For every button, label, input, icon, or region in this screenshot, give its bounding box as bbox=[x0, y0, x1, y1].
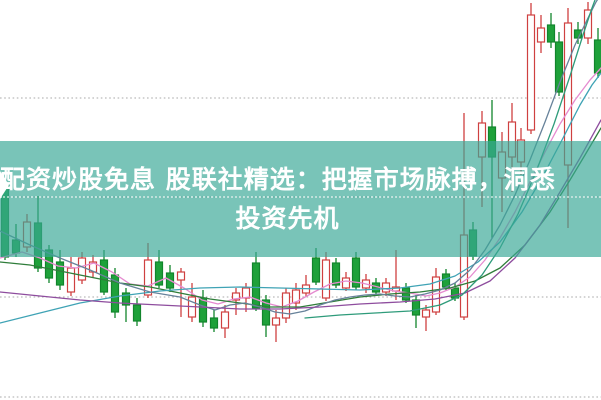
gridline-overlay bbox=[0, 196, 601, 198]
candle-down bbox=[311, 257, 321, 283]
candle-up bbox=[421, 309, 431, 318]
candle-up bbox=[241, 287, 251, 299]
candle-up bbox=[231, 292, 241, 301]
candle-down bbox=[209, 317, 219, 329]
candle-down bbox=[154, 261, 164, 286]
candle-down bbox=[441, 273, 451, 288]
candle-down bbox=[411, 299, 421, 316]
candle-down bbox=[110, 274, 120, 313]
candle-down bbox=[261, 299, 271, 326]
candle-up bbox=[220, 311, 230, 329]
banner-text-line2: 投资先机 bbox=[235, 204, 340, 233]
candle-down bbox=[251, 262, 261, 309]
candle-down bbox=[351, 257, 361, 288]
banner-text-line1: 配资炒股免息 股联社精选：把握市场脉搏，洞悉 bbox=[0, 165, 556, 194]
candle-down bbox=[121, 292, 131, 306]
candle-down bbox=[198, 297, 208, 323]
candle-up bbox=[77, 257, 87, 281]
candle-up bbox=[526, 14, 536, 131]
candle-up bbox=[381, 282, 391, 293]
candle-up bbox=[143, 259, 153, 296]
candle-up bbox=[271, 317, 281, 326]
candle-down bbox=[554, 41, 564, 93]
candle-down bbox=[546, 24, 556, 43]
promo-banner[interactable]: 配资炒股免息 股联社精选：把握市场脉搏，洞悉 投资先机 bbox=[0, 141, 601, 257]
candle-up bbox=[341, 277, 351, 289]
candle-down bbox=[132, 304, 142, 322]
candle-up bbox=[536, 27, 546, 43]
candle-up bbox=[176, 271, 186, 281]
candle-up bbox=[291, 289, 301, 304]
banner-left-notch bbox=[0, 171, 9, 199]
candle-down bbox=[401, 287, 411, 301]
candle-down bbox=[593, 39, 601, 74]
candle-down bbox=[55, 261, 65, 286]
candle-up bbox=[321, 259, 331, 299]
candle-up bbox=[66, 267, 76, 293]
candle-down bbox=[331, 262, 341, 286]
